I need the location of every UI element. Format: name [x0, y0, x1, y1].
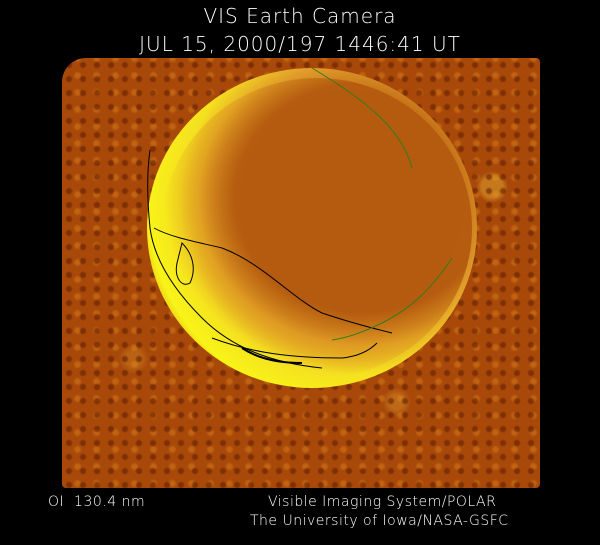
image-timestamp: JUL 15, 2000/197 1446:41 UT [139, 32, 461, 56]
coastline-contours [147, 67, 453, 369]
image-title: VIS Earth Camera [203, 4, 397, 28]
instrument-label: Visible Imaging System/POLAR [268, 494, 497, 510]
aurora-image [62, 58, 540, 488]
wavelength-label: OI 130.4 nm [48, 494, 146, 510]
institution-label: The University of Iowa/NASA-GSFC [250, 513, 509, 529]
